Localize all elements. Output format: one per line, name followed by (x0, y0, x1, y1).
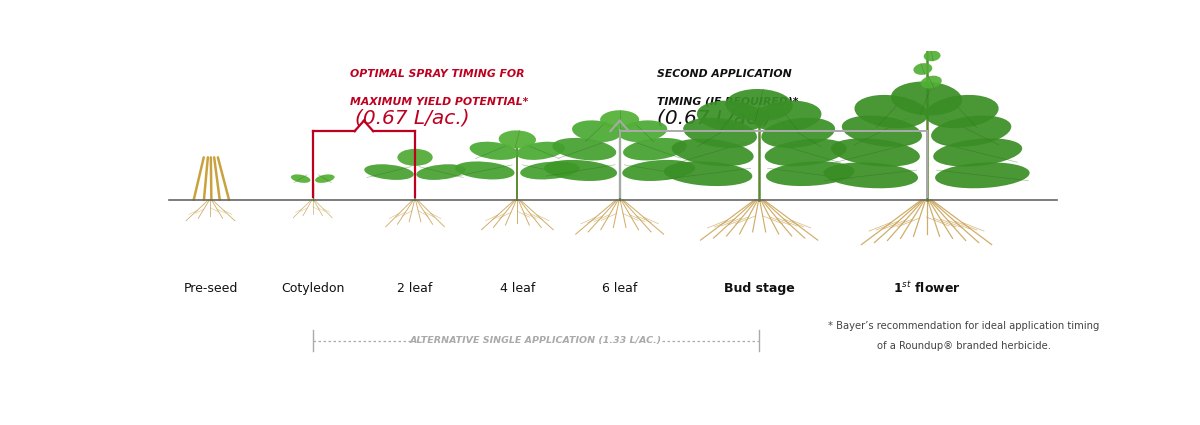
Ellipse shape (925, 95, 998, 128)
Ellipse shape (697, 101, 766, 132)
Ellipse shape (499, 130, 536, 148)
Ellipse shape (913, 63, 932, 75)
Ellipse shape (924, 32, 937, 40)
Ellipse shape (544, 160, 617, 181)
Ellipse shape (520, 162, 580, 179)
Text: (0.67 L/ac.): (0.67 L/ac.) (656, 108, 772, 127)
Ellipse shape (823, 162, 918, 188)
Ellipse shape (854, 95, 928, 128)
Ellipse shape (552, 138, 617, 160)
Ellipse shape (890, 82, 962, 116)
Ellipse shape (397, 149, 433, 166)
Ellipse shape (752, 101, 822, 132)
Text: (0.67 L/ac.): (0.67 L/ac.) (355, 108, 469, 127)
Ellipse shape (934, 139, 1022, 167)
Ellipse shape (600, 110, 640, 129)
Text: TIMING (IF REQUIRED)*: TIMING (IF REQUIRED)* (656, 97, 798, 107)
Text: Cotyledon: Cotyledon (281, 282, 344, 295)
Ellipse shape (416, 164, 466, 180)
Text: of a Roundup® branded herbicide.: of a Roundup® branded herbicide. (877, 340, 1051, 351)
Ellipse shape (622, 160, 695, 181)
Ellipse shape (683, 118, 757, 148)
Ellipse shape (469, 142, 518, 160)
Text: 6 leaf: 6 leaf (602, 282, 637, 295)
Ellipse shape (365, 164, 414, 180)
Text: ALTERNATIVE SINGLE APPLICATION (1.33 L/AC.): ALTERNATIVE SINGLE APPLICATION (1.33 L/A… (410, 336, 662, 345)
Ellipse shape (920, 76, 942, 88)
Ellipse shape (664, 162, 752, 186)
Ellipse shape (761, 118, 835, 148)
Text: 2 leaf: 2 leaf (397, 282, 433, 295)
Text: 4 leaf: 4 leaf (499, 282, 535, 295)
Text: SECOND APPLICATION: SECOND APPLICATION (656, 69, 792, 79)
Ellipse shape (726, 89, 793, 121)
Text: OPTIMAL SPRAY TIMING FOR: OPTIMAL SPRAY TIMING FOR (350, 69, 524, 79)
Ellipse shape (455, 162, 515, 179)
Ellipse shape (935, 162, 1030, 188)
Ellipse shape (764, 139, 847, 166)
Ellipse shape (766, 162, 854, 186)
Ellipse shape (623, 138, 686, 160)
Ellipse shape (931, 116, 1012, 147)
Ellipse shape (842, 116, 922, 147)
Ellipse shape (290, 174, 311, 183)
Text: * Bayer’s recommendation for ideal application timing: * Bayer’s recommendation for ideal appli… (828, 321, 1099, 331)
Ellipse shape (830, 139, 920, 167)
Text: Pre-seed: Pre-seed (184, 282, 238, 295)
Ellipse shape (516, 142, 565, 160)
Ellipse shape (572, 120, 620, 142)
Ellipse shape (917, 41, 931, 51)
Ellipse shape (920, 26, 932, 33)
Ellipse shape (618, 120, 667, 142)
Text: MAXIMUM YIELD POTENTIAL*: MAXIMUM YIELD POTENTIAL* (350, 97, 528, 107)
Text: 1$^{st}$ flower: 1$^{st}$ flower (893, 280, 960, 296)
Ellipse shape (924, 51, 941, 61)
Ellipse shape (672, 139, 754, 166)
Text: Bud stage: Bud stage (724, 282, 794, 295)
Ellipse shape (316, 174, 335, 183)
